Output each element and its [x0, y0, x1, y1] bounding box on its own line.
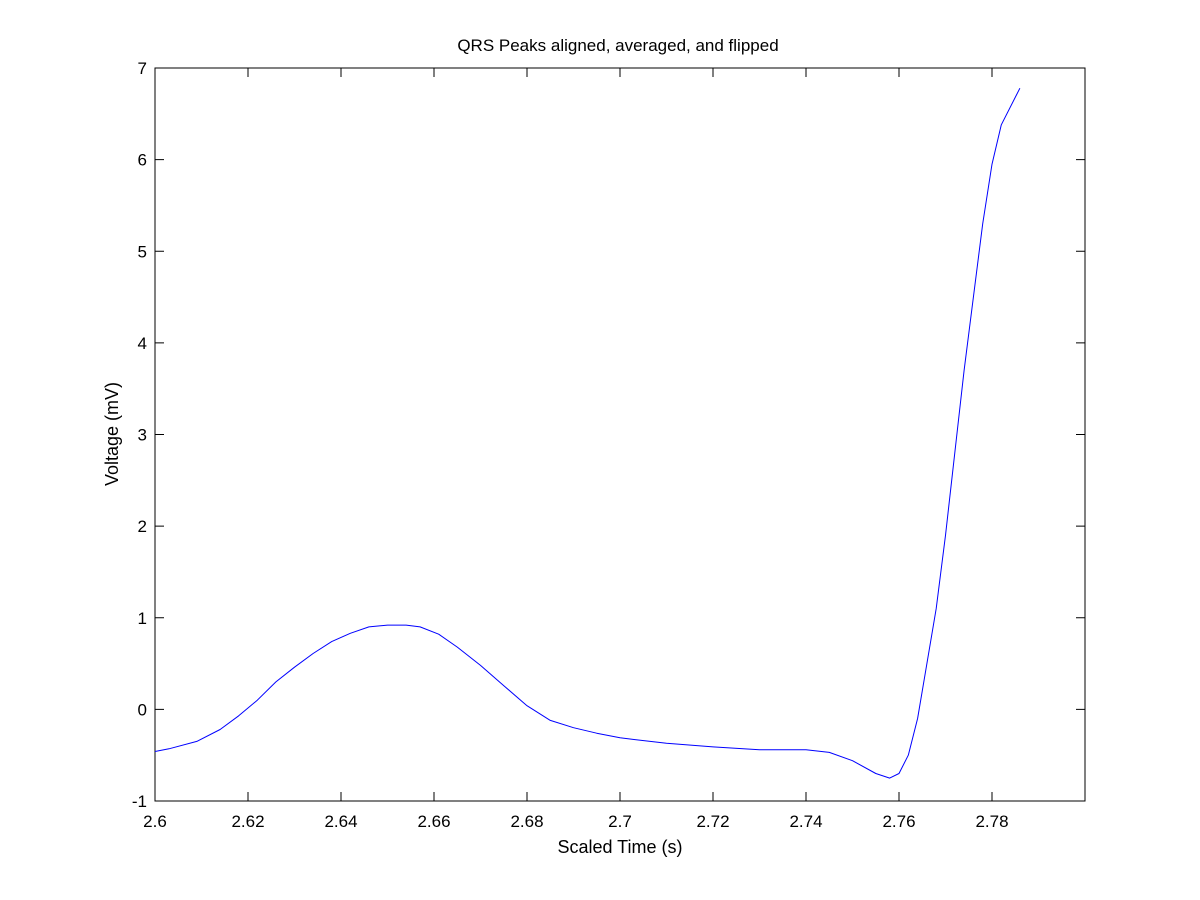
- x-tick-label: 2.6: [143, 812, 167, 831]
- x-axis-label: Scaled Time (s): [557, 837, 682, 857]
- x-tick-label: 2.66: [417, 812, 450, 831]
- y-tick-label: 2: [138, 517, 147, 536]
- x-tick-label: 2.74: [789, 812, 822, 831]
- x-axis-ticks: 2.6 2.62 2.64 2.66 2.68 2.7 2.72 2.74 2.76 2.78: [143, 68, 1009, 831]
- y-tick-label: 0: [138, 700, 147, 719]
- x-tick-label: 2.7: [608, 812, 632, 831]
- x-tick-label: 2.64: [324, 812, 357, 831]
- y-tick-label: 7: [138, 59, 147, 78]
- x-tick-label: 2.68: [510, 812, 543, 831]
- plot-frame: [154, 67, 1086, 802]
- x-tick-label: 2.72: [696, 812, 729, 831]
- y-tick-label: 6: [138, 151, 147, 170]
- x-tick-label: 2.76: [882, 812, 915, 831]
- y-tick-label: 3: [138, 426, 147, 445]
- y-tick-label: -1: [132, 792, 147, 811]
- y-tick-label: 5: [138, 242, 147, 261]
- chart-title: QRS Peaks aligned, averaged, and flipped: [457, 36, 778, 55]
- y-axis-label: Voltage (mV): [102, 382, 122, 486]
- y-tick-label: 4: [138, 334, 147, 353]
- y-tick-label: 1: [138, 609, 147, 628]
- series-layer: [154, 87, 1021, 779]
- series-line: [154, 87, 1021, 779]
- x-tick-label: 2.62: [231, 812, 264, 831]
- y-axis-ticks: -1 0 1 2 3 4 5 6 7: [132, 59, 1085, 811]
- x-tick-label: 2.78: [975, 812, 1008, 831]
